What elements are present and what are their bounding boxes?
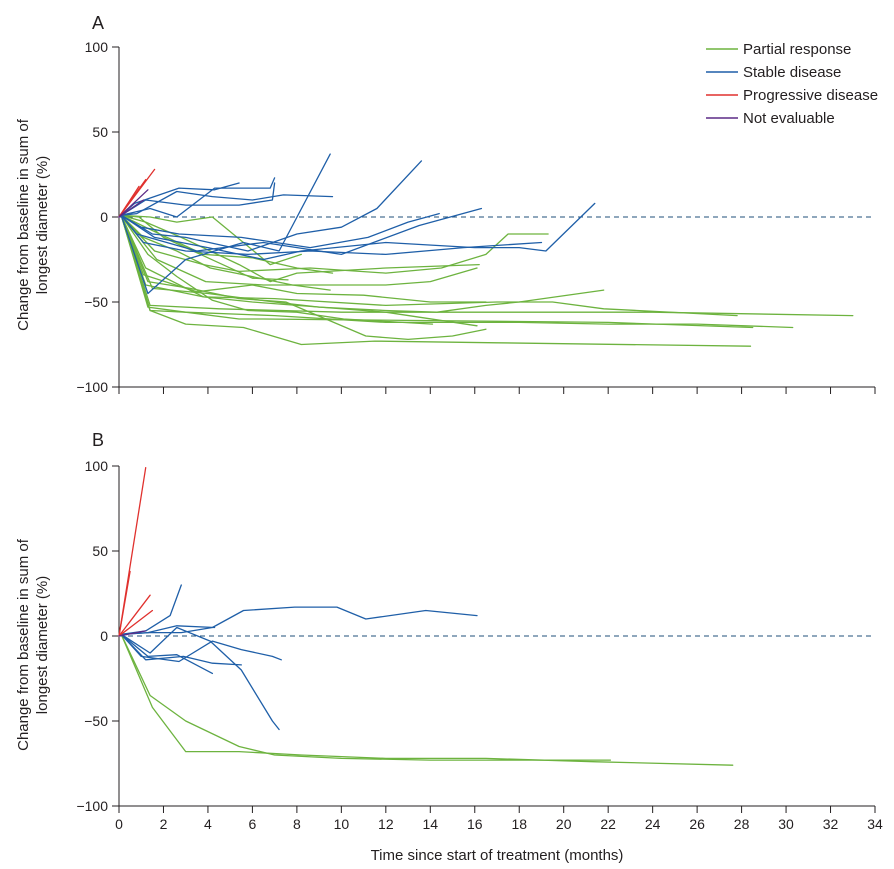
x-tick-label: 18 [511,816,527,832]
series-line-partial-response [118,214,478,327]
series-line-not-evaluable [118,199,145,218]
x-tick-label: 2 [160,816,168,832]
y-tick-label: −100 [76,379,108,395]
series-line-partial-response [118,214,605,313]
series-line-stable-disease [118,214,543,256]
y-tick-label: −50 [84,294,108,310]
x-tick-label: 26 [689,816,705,832]
panel-a-plot: −100 −50 0 50 100 [76,39,876,395]
y-tick-label: 100 [85,39,109,55]
legend-label: Not evaluable [743,110,835,127]
y-axis-title-line2: longest diameter (%) [34,576,51,714]
series-line-partial-response [118,214,487,303]
x-tick-label: 16 [467,816,483,832]
y-tick-label: −100 [76,798,108,814]
y-axis-title-line2: longest diameter (%) [34,156,51,294]
legend-label: Stable disease [743,64,841,81]
legend: Partial response Stable disease Progressiv… [706,41,878,127]
y-tick-label: 50 [92,543,108,559]
series-line-stable-disease [118,625,216,637]
series-line-partial-response [118,633,612,761]
y-tick-label: 50 [92,124,108,140]
y-tick-label: 0 [100,209,108,225]
x-tick-label: 28 [734,816,750,832]
x-axis-title: Time since start of treatment (months) [371,847,624,864]
x-tick-label: 12 [378,816,394,832]
x-tick-label: 22 [600,816,616,832]
x-tick-label: 24 [645,816,661,832]
series-line-progressive-disease [118,570,131,637]
series-line-stable-disease [118,202,596,261]
x-tick-label: 6 [249,816,257,832]
series-line-partial-response [118,214,487,341]
x-tick-label: 10 [334,816,350,832]
legend-label: Partial response [743,41,851,58]
x-tick-label: 32 [823,816,839,832]
panel-label-b: B [92,430,104,450]
x-tick-label: 4 [204,816,212,832]
series-line-partial-response [118,214,549,274]
series-line-partial-response [118,633,734,766]
y-tick-label: 0 [100,628,108,644]
x-tick-label: 8 [293,816,301,832]
series-line-partial-response [118,214,754,329]
series-line-partial-response [118,214,480,283]
series-line-partial-response [118,214,434,325]
y-axis-title-line1: Change from baseline in sum of [15,538,32,751]
x-tick-label: 20 [556,816,572,832]
y-axis-title-b: Change from baseline in sum of longest d… [15,538,51,751]
series-line-progressive-disease [118,185,140,218]
x-tick-label: 14 [423,816,439,832]
series-line-progressive-disease [118,594,151,637]
legend-label: Progressive disease [743,87,878,104]
series-line-not-evaluable [118,630,147,637]
series-line-partial-response [118,214,794,329]
x-tick-label: 30 [778,816,794,832]
x-tick-label: 0 [115,816,123,832]
y-axis-title-line1: Change from baseline in sum of [15,118,32,331]
series-line-stable-disease [118,633,214,675]
series-line-progressive-disease [118,609,154,637]
y-tick-label: −50 [84,713,108,729]
x-tick-label: 34 [867,816,883,832]
y-axis-title-a: Change from baseline in sum of longest d… [15,118,51,331]
series-line-partial-response [118,214,478,286]
series-line-not-evaluable [118,189,149,218]
series-line-stable-disease [118,190,334,218]
y-tick-label: 100 [85,458,109,474]
series-line-stable-disease [118,626,280,731]
panel-label-a: A [92,13,104,33]
